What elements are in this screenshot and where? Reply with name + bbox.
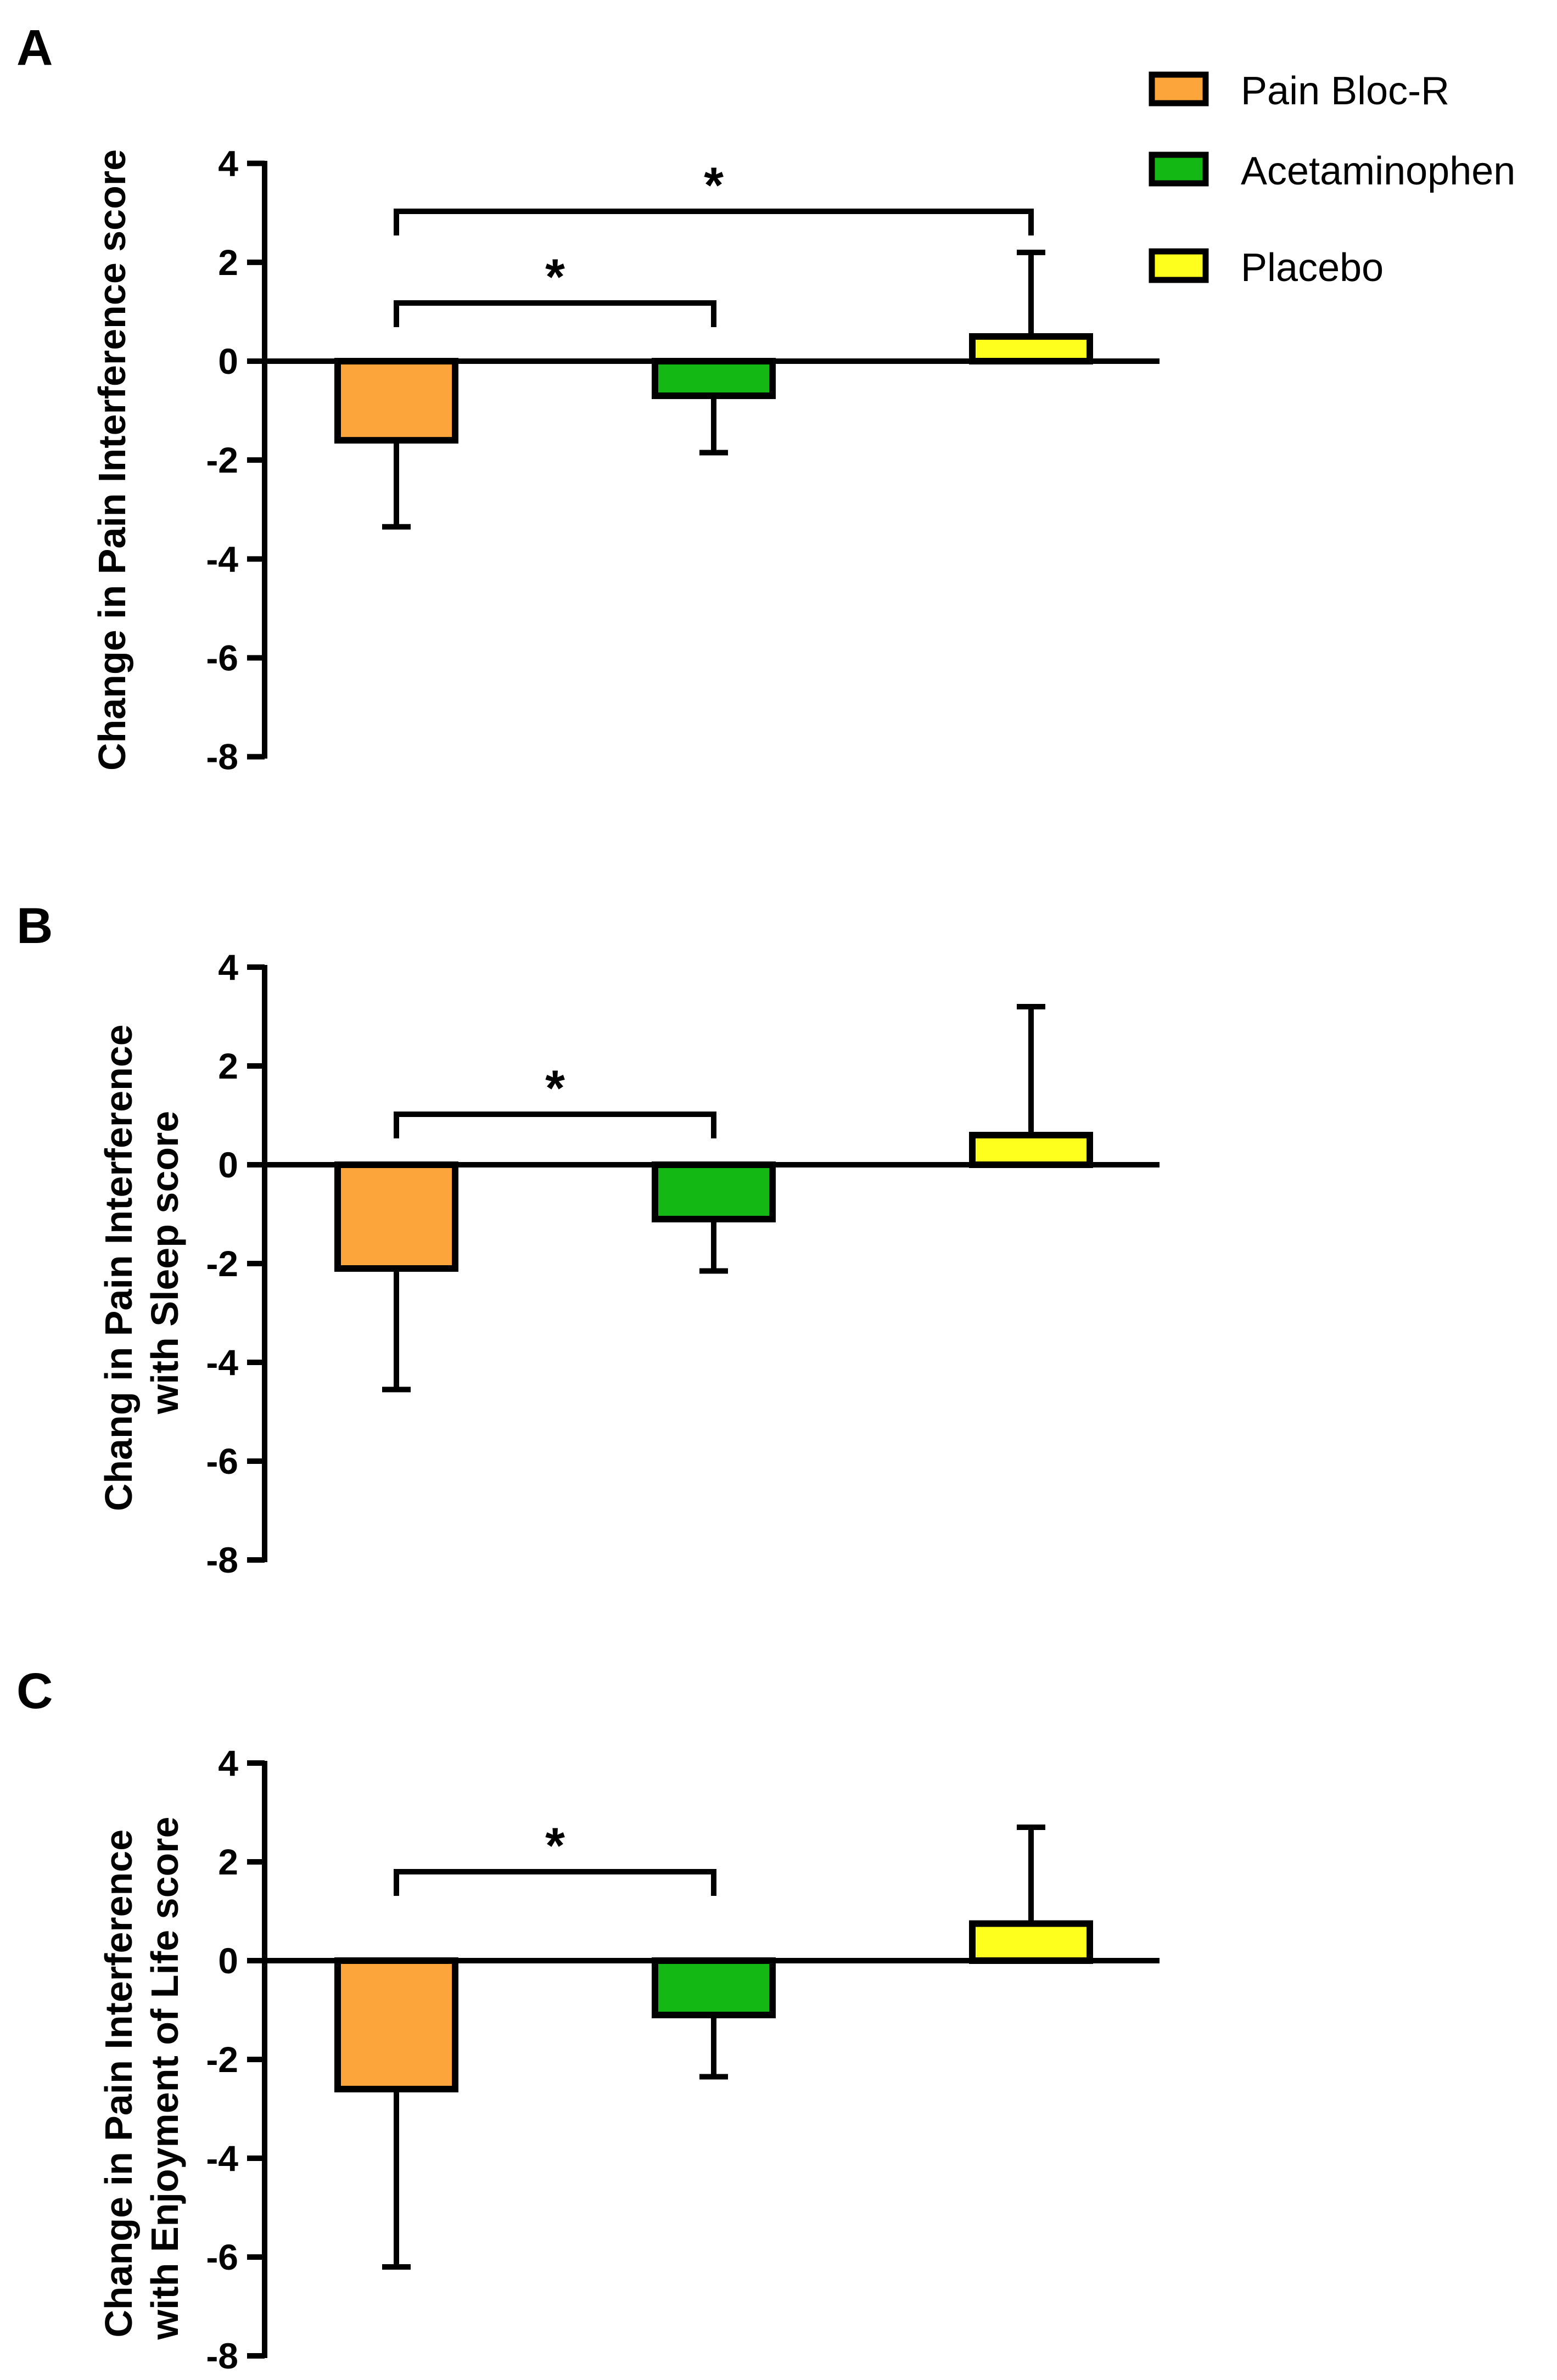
y-tick-label: -2 — [206, 1243, 238, 1284]
y-tick-label: -2 — [206, 2039, 238, 2080]
bar-placebo — [969, 333, 1093, 364]
panel-letter-b: B — [16, 898, 53, 954]
y-tick-label: 4 — [218, 143, 238, 184]
plot-area-a: 4 2 0 -2 -4 -6 -8 * * — [206, 143, 1160, 777]
legend-swatch-placebo — [1149, 248, 1209, 283]
significance-star: * — [545, 249, 565, 305]
y-tick-label: 2 — [218, 1842, 238, 1882]
bar-placebo — [969, 1920, 1093, 1964]
bar-placebo — [969, 1132, 1093, 1168]
y-tick-label: 0 — [218, 341, 238, 381]
panel-b: B Chang in Pain Interference with Sleep … — [16, 898, 1160, 1580]
plot-area-b: 4 2 0 -2 -4 -6 -8 * — [206, 947, 1160, 1580]
legend-item-placebo: Placebo — [1149, 246, 1384, 290]
panel-letter-c: C — [16, 1663, 53, 1719]
y-tick-label: -8 — [206, 1540, 238, 1580]
legend-swatch-pain-bloc-r — [1149, 71, 1209, 106]
y-tick-label: 4 — [218, 947, 238, 987]
y-axis-label-b-line-2: with Sleep score — [143, 1111, 186, 1414]
panel-letter-a: A — [16, 20, 53, 76]
y-tick-label: 4 — [218, 1743, 238, 1783]
bar-pain-bloc-r — [334, 1161, 458, 1272]
significance-star: * — [545, 1060, 565, 1116]
bar-pain-bloc-r — [334, 1957, 458, 2092]
y-tick-label: 0 — [218, 1144, 238, 1185]
y-tick-label: -8 — [206, 2336, 238, 2376]
legend-item-acetaminophen: Acetaminophen — [1149, 149, 1515, 193]
legend-label-pain-bloc-r: Pain Bloc-R — [1241, 69, 1449, 113]
significance-star: * — [545, 1818, 565, 1874]
legend-label-acetaminophen: Acetaminophen — [1241, 149, 1515, 193]
significance-bracket-pain-bloc-r-vs-placebo — [394, 209, 1034, 235]
y-tick-label: 0 — [218, 1940, 238, 1981]
y-axis-label-a: Change in Pain Interference score — [91, 149, 133, 771]
y-axis-label-b-line-1: Chang in Pain Interference — [97, 1024, 140, 1511]
significance-star: * — [704, 158, 724, 214]
y-axis-label-a-text: Change in Pain Interference score — [91, 149, 133, 771]
significance-bracket-pain-bloc-r-vs-acetaminophen — [394, 1112, 716, 1138]
bar-acetaminophen — [652, 1957, 776, 2018]
y-axis-label-c-line-2: with Enjoyment of Life score — [143, 1817, 186, 2340]
legend: Pain Bloc-R Acetaminophen Placebo — [1149, 69, 1515, 290]
panel-c: C Change in Pain Interference with Enjoy… — [16, 1663, 1160, 2376]
y-tick-label: 2 — [218, 1046, 238, 1086]
y-tick-label: -2 — [206, 440, 238, 480]
y-tick-label: -6 — [206, 2237, 238, 2277]
legend-swatch-acetaminophen — [1149, 151, 1209, 187]
y-axis-label-c: Change in Pain Interference with Enjoyme… — [97, 1817, 186, 2340]
significance-bracket-pain-bloc-r-vs-acetaminophen — [394, 1869, 716, 1896]
significance-bracket-pain-bloc-r-vs-acetaminophen — [394, 300, 716, 327]
bar-acetaminophen — [652, 358, 776, 400]
y-tick-label: 2 — [218, 242, 238, 283]
y-tick-label: -4 — [206, 2138, 238, 2179]
y-tick-label: -8 — [206, 737, 238, 777]
legend-label-placebo: Placebo — [1241, 246, 1384, 290]
y-tick-label: -6 — [206, 638, 238, 678]
y-axis-label-b: Chang in Pain Interference with Sleep sc… — [97, 1014, 186, 1511]
y-tick-label: -4 — [206, 538, 238, 579]
plot-area-c: 4 2 0 -2 -4 -6 -8 * — [206, 1743, 1160, 2376]
panel-a: A Change in Pain Interference score 4 2 0 -… — [16, 20, 1160, 777]
legend-item-pain-bloc-r: Pain Bloc-R — [1149, 69, 1449, 113]
bar-pain-bloc-r — [334, 358, 458, 444]
y-axis-label-c-line-1: Change in Pain Interference — [97, 1829, 140, 2338]
y-tick-label: -4 — [206, 1342, 238, 1383]
bar-acetaminophen — [652, 1161, 776, 1222]
y-tick-label: -6 — [206, 1441, 238, 1481]
